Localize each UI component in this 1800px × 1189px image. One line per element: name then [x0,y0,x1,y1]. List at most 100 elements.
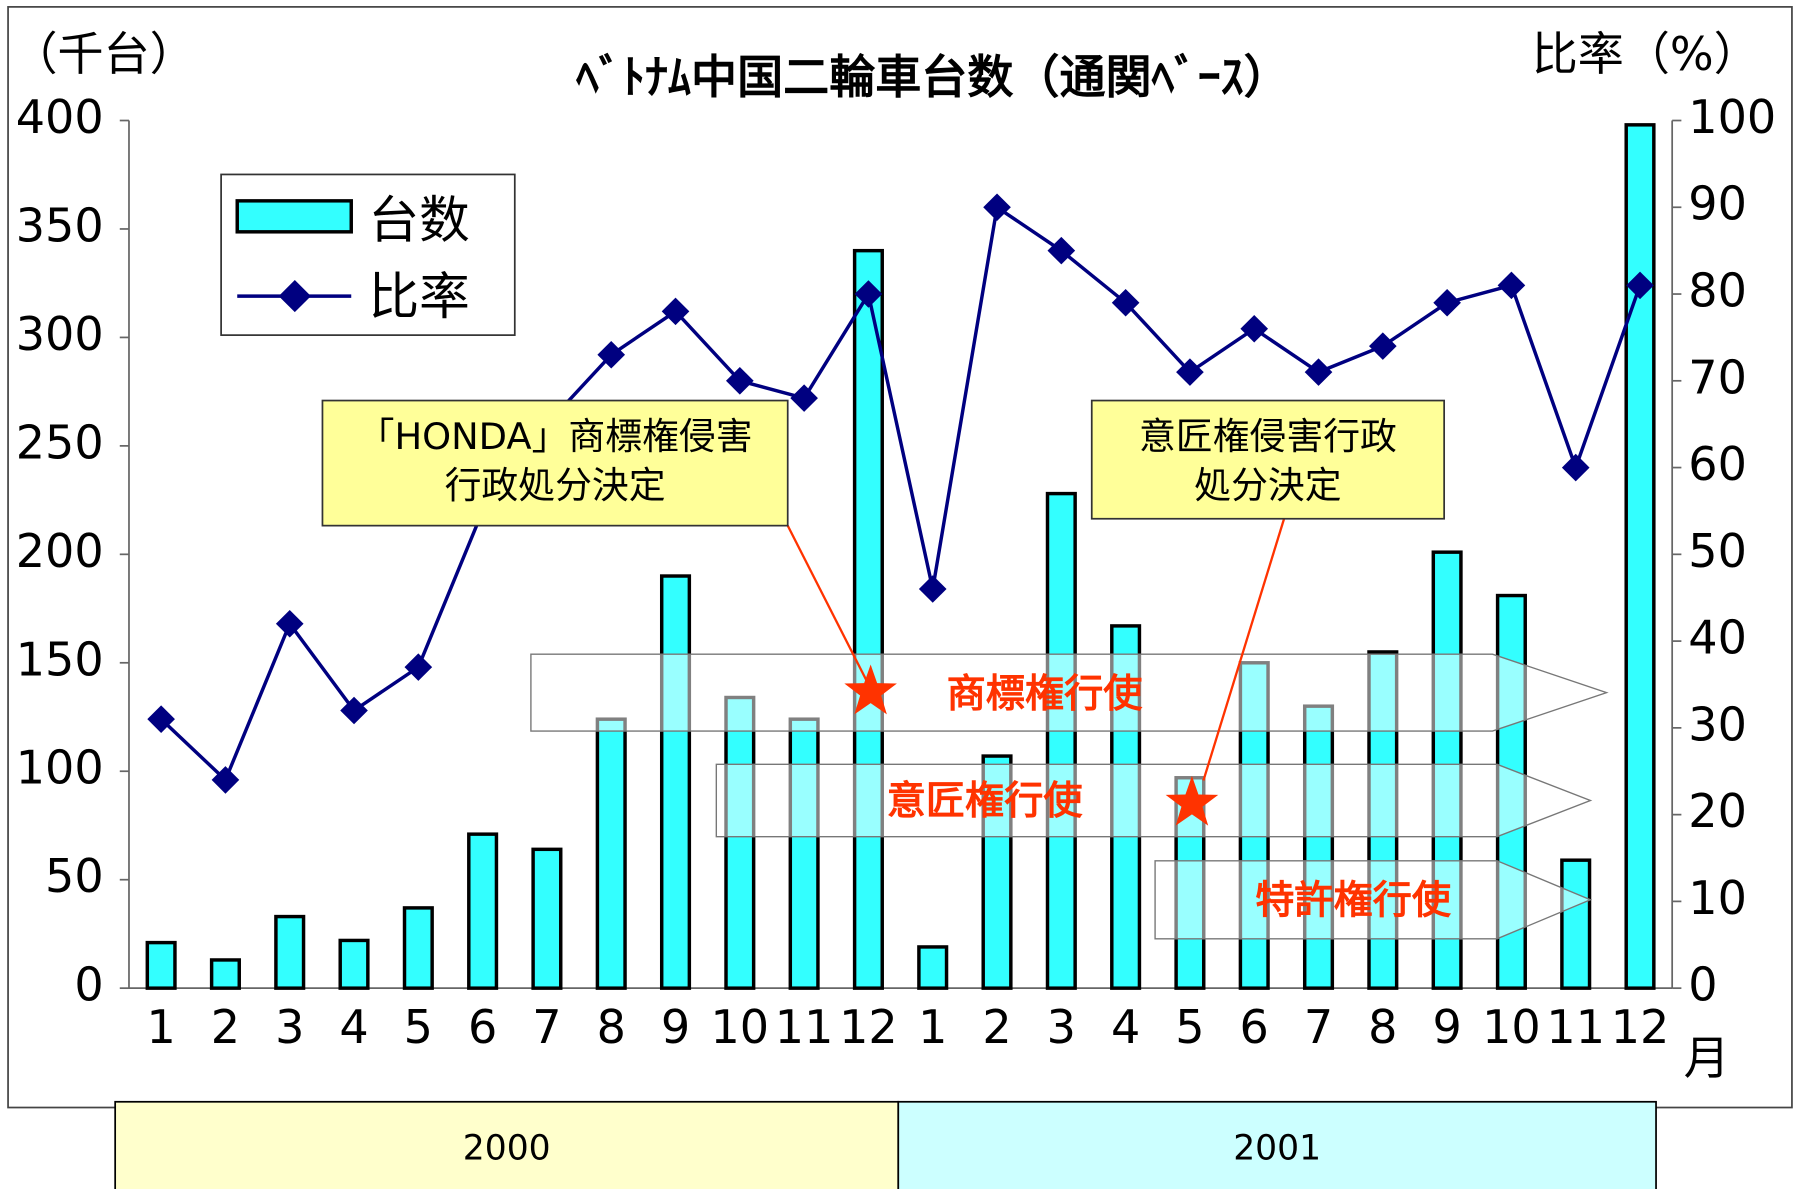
bar [788,717,820,990]
y2-tick-label: 40 [1688,611,1747,665]
x-tick-label: 2 [982,1000,1011,1054]
x-tick-label: 7 [1304,1000,1333,1054]
x-tick-label: 3 [275,1000,304,1054]
callout-text: 行政処分決定 [445,464,666,507]
phase-arrow [1154,860,1593,940]
callout-box [1090,399,1446,520]
x-tick-label: 9 [661,1000,690,1054]
ratio-marker [404,653,433,681]
bar [145,940,177,990]
ratio-marker [211,766,240,794]
y2-tick-label: 60 [1688,437,1747,491]
bar [209,958,241,990]
y2-tick-label: 90 [1688,177,1747,231]
bar [1624,123,1656,990]
ratio-marker [983,193,1011,222]
x-tick-label: 11 [775,1000,834,1054]
x-tick-label: 6 [468,1000,497,1054]
y2-tick-label: 80 [1688,264,1747,318]
ratio-marker [1369,332,1397,360]
ratio-line [159,204,1642,783]
ratio-marker [597,340,626,369]
bar [1045,491,1077,990]
x-tick-label: 3 [1047,1000,1076,1054]
x-axis-unit: 月 [1684,1031,1730,1085]
bar [338,938,370,990]
ratio-marker [661,297,690,326]
ratio-marker [726,367,754,395]
ratio-marker [1240,314,1269,343]
y2-tick-label: 50 [1688,524,1747,578]
x-tick-label: 2 [211,1000,240,1054]
ratio-marker [1497,271,1526,300]
y-tick-label: 400 [16,90,104,144]
bar [467,832,499,990]
phase-label: 商標権行使 [947,672,1144,717]
legend-swatch [235,199,353,234]
phase-label: 特許権行使 [1255,879,1452,924]
star [844,664,897,715]
ratio-marker [1561,453,1590,482]
bar [1302,704,1335,990]
bar [724,695,756,990]
y-tick-label: 50 [45,849,104,903]
callout-text: 「HONDA」商標権侵害 [358,415,753,458]
star [1165,775,1219,826]
bar [531,847,563,990]
y-tick-label: 100 [16,741,104,795]
x-tick-label: 9 [1432,1000,1461,1054]
year-cell [897,1100,1657,1189]
x-tick-label: 10 [1482,1000,1541,1054]
x-tick-label: 5 [1175,1000,1204,1054]
callout-pointer [1202,518,1286,781]
x-tick-label: 8 [1368,1000,1397,1054]
ratio-marker [854,280,883,308]
y-tick-label: 150 [16,632,104,686]
y2-tick-label: 100 [1688,90,1776,144]
x-tick-label: 1 [146,1000,175,1054]
bar [852,248,884,990]
x-tick-label: 11 [1546,1000,1605,1054]
bar [595,717,627,990]
x-tick-label: 10 [711,1000,770,1054]
y-tick-label: 250 [16,415,104,469]
callout-box [321,399,789,527]
ratio-marker [1433,288,1461,317]
phase-arrow [530,653,1609,732]
y2-tick-label: 10 [1688,871,1747,925]
bar [659,574,692,990]
ratio-marker [790,384,818,412]
x-tick-label: 12 [839,1000,898,1054]
callout-text: 処分決定 [1194,464,1341,507]
x-tick-label: 6 [1240,1000,1269,1054]
year-label: 2001 [1233,1129,1321,1169]
x-tick-label: 8 [597,1000,626,1054]
y2-tick-label: 30 [1688,697,1747,751]
callout-text: 意匠権侵害行政 [1139,415,1397,458]
legend-label: 比率 [369,267,470,326]
x-tick-label: 4 [339,1000,368,1054]
y2-tick-label: 0 [1688,958,1717,1012]
x-tick-label: 7 [532,1000,561,1054]
legend-label: 台数 [369,190,470,249]
chart-title: ﾍﾞﾄﾅﾑ中国二輪車台数（通関ﾍﾞｰｽ） [575,50,1290,104]
ratio-marker [1626,271,1654,300]
x-tick-label: 12 [1611,1000,1670,1054]
y-tick-label: 350 [16,199,104,253]
ratio-marker [918,575,947,603]
y-tick-label: 200 [16,524,104,578]
ratio-marker [1047,236,1076,265]
ratio-marker [1304,358,1333,386]
callout-pointer [786,525,872,690]
y-tick-label: 0 [74,958,103,1012]
ratio-marker [275,609,304,638]
ratio-marker [340,696,368,725]
x-tick-label: 4 [1111,1000,1140,1054]
year-label: 2000 [463,1129,551,1169]
bar [402,906,434,990]
y-tick-label: 300 [16,307,104,361]
x-tick-label: 1 [918,1000,947,1054]
year-cell [114,1100,900,1189]
ratio-marker [1176,358,1204,386]
